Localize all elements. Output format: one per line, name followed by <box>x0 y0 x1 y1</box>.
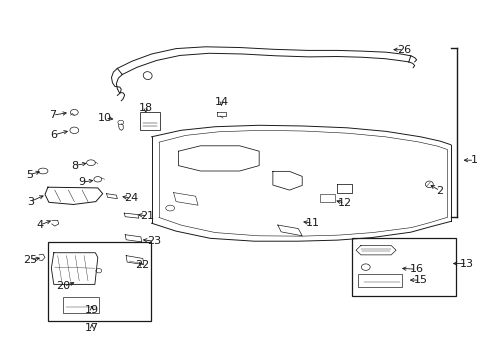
Bar <box>140 112 160 130</box>
Text: 11: 11 <box>305 218 319 228</box>
Bar <box>351 238 455 296</box>
Text: 4: 4 <box>37 220 43 230</box>
Text: 6: 6 <box>50 130 57 140</box>
Text: 22: 22 <box>134 260 149 270</box>
Text: 16: 16 <box>409 264 423 274</box>
Text: 1: 1 <box>470 155 477 165</box>
Text: 7: 7 <box>49 110 56 120</box>
Text: 2: 2 <box>436 186 443 196</box>
Text: 25: 25 <box>23 255 37 265</box>
Text: 10: 10 <box>98 113 112 123</box>
Text: 18: 18 <box>139 103 152 113</box>
Text: 14: 14 <box>214 96 228 107</box>
Bar <box>357 274 401 287</box>
Text: 13: 13 <box>459 258 473 269</box>
Text: 5: 5 <box>26 170 33 180</box>
Text: 8: 8 <box>71 161 78 171</box>
Text: 15: 15 <box>413 275 427 285</box>
Bar <box>48 242 150 321</box>
Text: 20: 20 <box>57 281 70 291</box>
Text: 12: 12 <box>337 198 351 208</box>
Text: 24: 24 <box>123 193 138 203</box>
Bar <box>320 194 334 202</box>
Text: 17: 17 <box>85 323 99 333</box>
Bar <box>62 297 99 313</box>
Text: 21: 21 <box>141 211 154 221</box>
Text: 26: 26 <box>396 45 410 55</box>
Text: 9: 9 <box>79 177 85 187</box>
Text: 3: 3 <box>27 197 34 207</box>
Text: 19: 19 <box>85 305 99 315</box>
Text: 23: 23 <box>147 236 161 246</box>
